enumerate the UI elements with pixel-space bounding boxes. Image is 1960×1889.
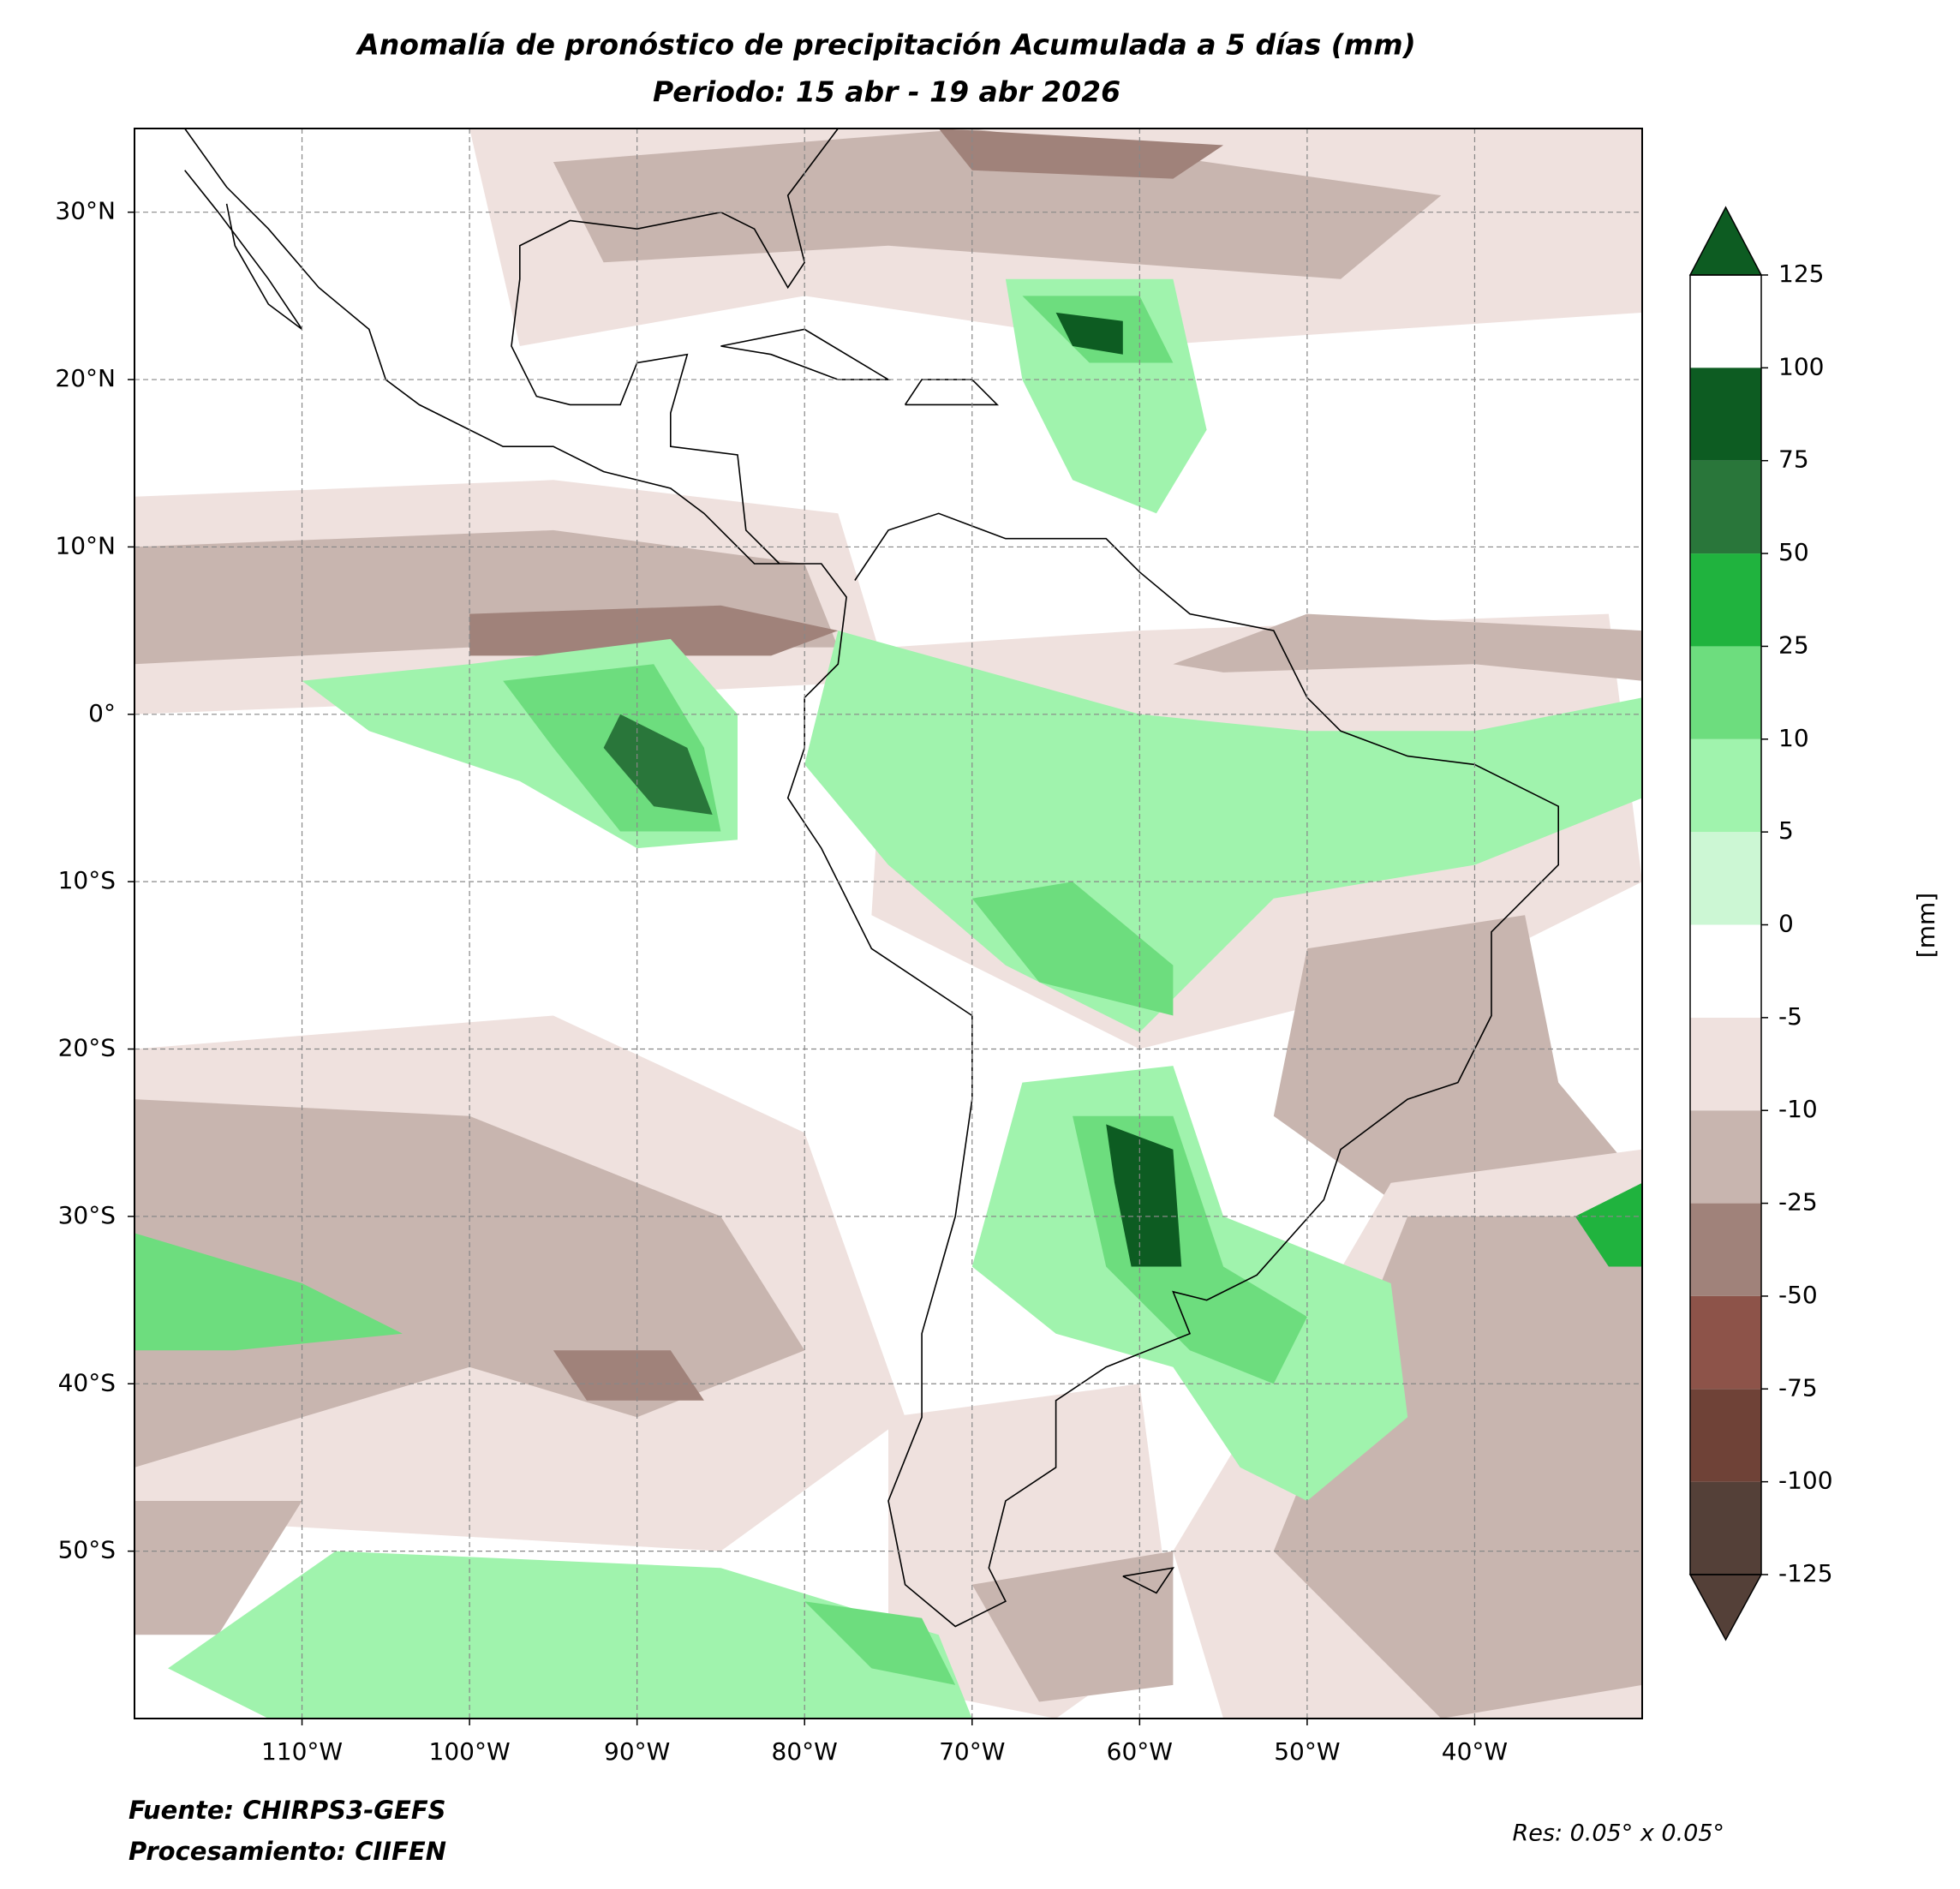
coastline <box>511 129 839 565</box>
coastline <box>184 129 1559 1628</box>
y-tick-label: 30°S <box>58 1201 116 1229</box>
anomaly-region <box>1575 1182 1642 1267</box>
colorbar-tick-label: 25 <box>1778 631 1809 659</box>
anomaly-region <box>168 1551 972 1719</box>
colorbar-tick-label: -25 <box>1778 1188 1818 1216</box>
anomaly-region <box>553 129 1442 279</box>
colorbar-segment <box>1690 1017 1761 1111</box>
x-tick-label: 50°W <box>1274 1737 1340 1766</box>
colorbar-tick-label: 75 <box>1778 445 1809 474</box>
y-tick-label: 20°N <box>55 364 116 392</box>
anomaly-region <box>804 1601 956 1685</box>
grid <box>134 129 1642 1719</box>
colorbar-segment <box>1690 1481 1761 1575</box>
x-tick-label: 40°W <box>1442 1737 1508 1766</box>
x-tick-label: 70°W <box>939 1737 1005 1766</box>
anomaly-region <box>971 1551 1174 1702</box>
anomaly-region <box>553 1350 704 1401</box>
title: Anomalía de pronóstico de precipitación … <box>355 28 1415 62</box>
colorbar-tick-label: -75 <box>1778 1373 1818 1402</box>
colorbar-tick-label: -125 <box>1778 1559 1833 1587</box>
colorbar-segment <box>1690 646 1761 739</box>
resolution-note: Res: 0.05° x 0.05° <box>1513 1820 1725 1847</box>
colorbar-tick-label: -100 <box>1778 1467 1833 1495</box>
x-tick-label: 110°W <box>261 1737 343 1766</box>
anomaly-region <box>134 1501 302 1635</box>
colorbar-segment <box>1690 553 1761 647</box>
processing-note: Procesamiento: CIIFEN <box>128 1837 446 1866</box>
colorbar-extension <box>1688 1574 1763 1641</box>
y-tick-label: 30°N <box>55 197 116 225</box>
colorbar-tick-label: 5 <box>1778 816 1794 845</box>
colorbar-segment <box>1690 1110 1761 1204</box>
source-note: Fuente: CHIRPS3-GEFS <box>128 1796 446 1825</box>
y-tick-label: 10°N <box>55 531 116 559</box>
map-frame <box>134 128 1643 1719</box>
colorbar-segment <box>1690 832 1761 925</box>
anomaly-region <box>469 605 839 656</box>
colorbar-tick-label: 125 <box>1778 260 1824 288</box>
y-tick-label: 50°S <box>58 1536 116 1564</box>
anomaly-region <box>603 714 713 815</box>
anomaly-region <box>971 882 1174 1016</box>
y-tick-label: 40°S <box>58 1368 116 1396</box>
colorbar-segment <box>1690 738 1761 833</box>
anomaly-region <box>1273 915 1642 1200</box>
colorbar-segment <box>1690 460 1761 554</box>
colorbar-tick-label: 0 <box>1778 910 1794 938</box>
colorbar-tick-label: 100 <box>1778 352 1824 380</box>
colorbar-tick-label: -10 <box>1778 1095 1818 1123</box>
y-tick-label: 0° <box>88 699 116 727</box>
y-tick-label: 20°S <box>58 1034 116 1062</box>
x-tick-label: 100°W <box>429 1737 511 1766</box>
colorbar-segment <box>1690 1295 1761 1390</box>
colorbar-tick-label: -5 <box>1778 1002 1802 1031</box>
x-tick-label: 60°W <box>1107 1737 1173 1766</box>
colorbar-segment <box>1690 1389 1761 1482</box>
colorbar-tick-label: 10 <box>1778 724 1809 752</box>
colorbar-tick-label: 50 <box>1778 538 1809 566</box>
anomaly-region <box>938 129 1224 179</box>
anomaly-region <box>1106 1124 1182 1267</box>
colorbar-label: [mm] <box>1912 893 1940 958</box>
colorbar-tick-label: -50 <box>1778 1281 1818 1309</box>
subtitle: Periodo: 15 abr - 19 abr 2026 <box>653 75 1120 109</box>
y-tick-label: 10°S <box>58 866 116 894</box>
x-tick-label: 90°W <box>604 1737 670 1766</box>
colorbar-segment <box>1690 1203 1761 1296</box>
anomaly-region <box>1055 312 1123 355</box>
x-tick-label: 80°W <box>772 1737 838 1766</box>
colorbar-extension <box>1688 206 1763 276</box>
colorbar-segment <box>1690 924 1761 1018</box>
anomaly-region <box>134 1233 403 1351</box>
colorbar-segment <box>1690 368 1761 461</box>
coastline <box>1122 1567 1175 1594</box>
